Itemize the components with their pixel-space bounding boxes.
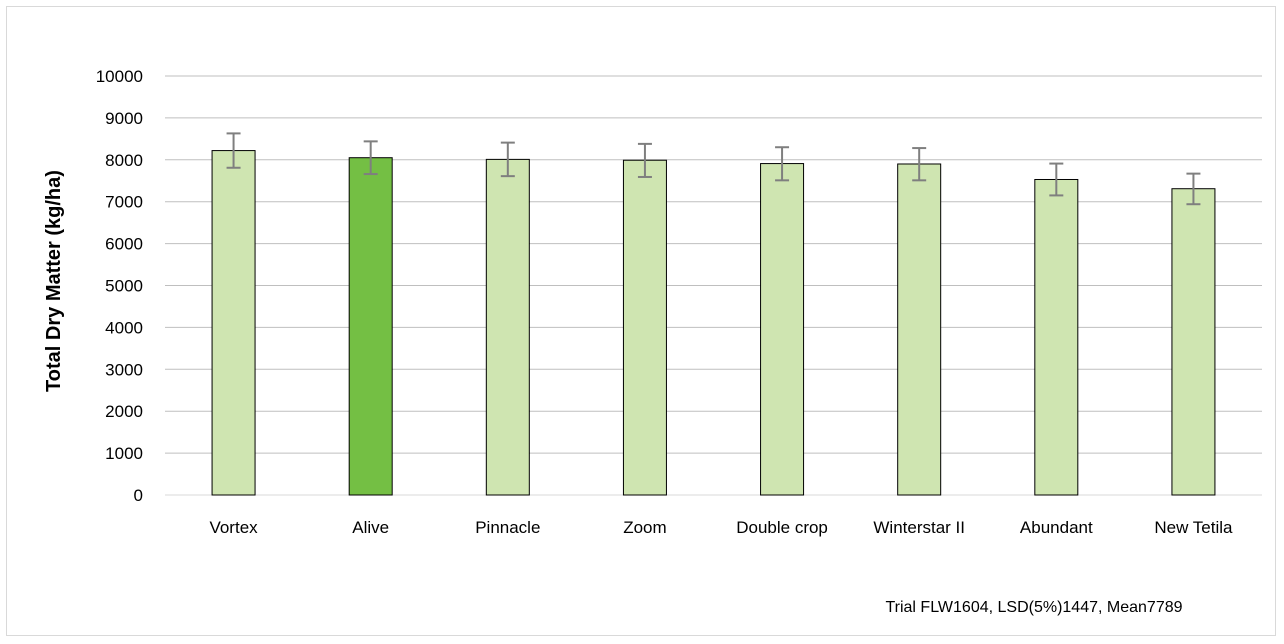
x-tick-label: Vortex xyxy=(209,518,258,537)
y-tick-label: 5000 xyxy=(105,277,143,296)
y-tick-label: 9000 xyxy=(105,109,143,128)
x-tick-label: Zoom xyxy=(623,518,666,537)
error-bar xyxy=(912,147,927,182)
x-axis-ticks: Vortex Alive Pinnacle Zoom Double crop Winter… xyxy=(209,518,1233,537)
trial-note: Trial FLW1604, LSD(5%)1447, Mean7789 xyxy=(885,599,1182,616)
y-axis-ticks: 0 1000 2000 3000 4000 5000 6000 7000 8000 9000 100… xyxy=(96,67,143,505)
x-tick-label: Double crop xyxy=(736,518,828,537)
x-tick-label: New Tetila xyxy=(1154,518,1233,537)
error-bar xyxy=(500,141,515,178)
error-bar xyxy=(1049,162,1064,197)
error-bar xyxy=(1186,172,1201,206)
y-tick-label: 0 xyxy=(134,486,143,505)
y-tick-label: 7000 xyxy=(105,193,143,212)
error-bar xyxy=(363,140,378,176)
y-tick-label: 3000 xyxy=(105,360,143,379)
bar-vortex xyxy=(211,150,256,496)
bar-new-tetila xyxy=(1171,188,1216,496)
y-tick-label: 8000 xyxy=(105,151,143,170)
error-bar xyxy=(226,132,241,169)
error-bar xyxy=(637,142,652,178)
gridlines xyxy=(165,75,1262,496)
bar-abundant xyxy=(1034,178,1079,496)
y-axis-label: Total Dry Matter (kg/ha) xyxy=(43,170,65,392)
bar-zoom xyxy=(622,159,667,496)
x-tick-label: Alive xyxy=(352,518,389,537)
x-tick-label: Winterstar II xyxy=(873,518,965,537)
bar-winterstar-ii xyxy=(897,163,942,496)
error-bar xyxy=(775,146,790,182)
x-tick-label: Abundant xyxy=(1020,518,1093,537)
y-tick-label: 1000 xyxy=(105,444,143,463)
error-bars xyxy=(226,132,1201,206)
bars xyxy=(211,150,1216,496)
y-tick-label: 4000 xyxy=(105,318,143,337)
y-tick-label: 10000 xyxy=(96,67,143,86)
bar-double-crop xyxy=(760,163,805,496)
x-tick-label: Pinnacle xyxy=(475,518,540,537)
y-tick-label: 6000 xyxy=(105,235,143,254)
bar-alive xyxy=(348,157,393,496)
y-tick-label: 2000 xyxy=(105,402,143,421)
bar-pinnacle xyxy=(485,158,530,496)
